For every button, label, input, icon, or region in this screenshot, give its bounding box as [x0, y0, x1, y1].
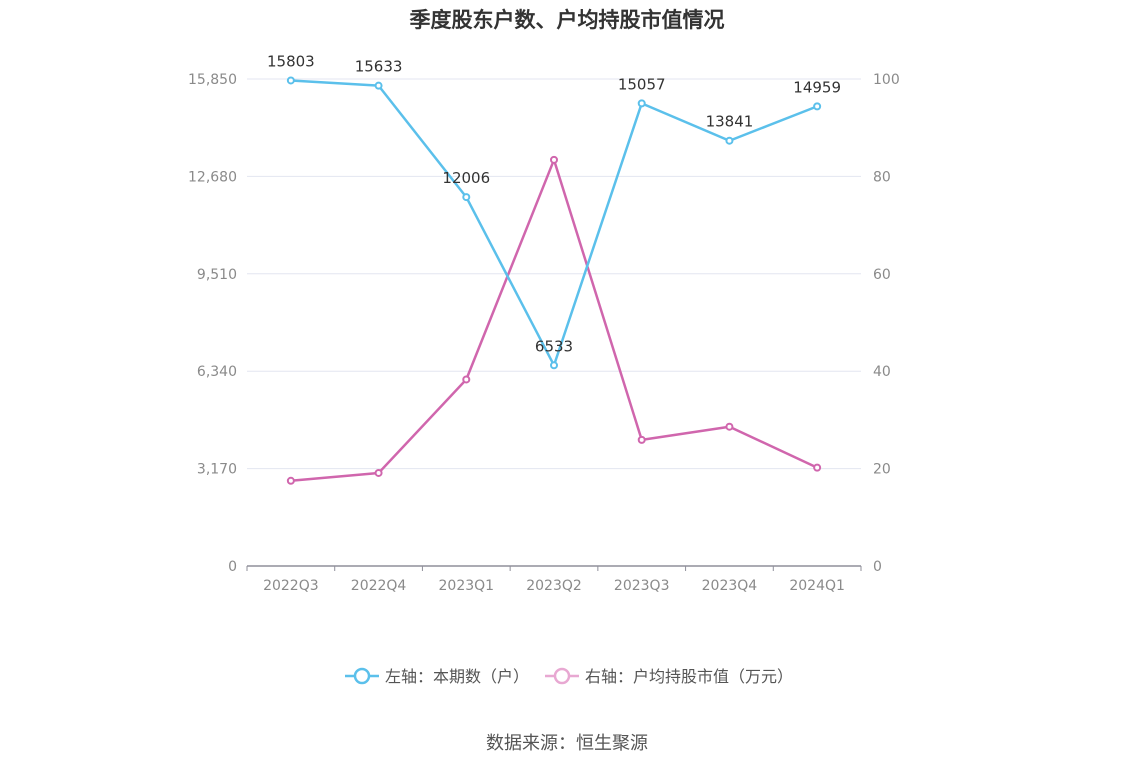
- right-tick-label: 100: [873, 72, 900, 88]
- data-label: 14959: [793, 78, 841, 96]
- x-tick-label: 2022Q3: [263, 578, 319, 594]
- x-axis: 2022Q3 2022Q4 2023Q1 2023Q2 2023Q3 2023Q4 2024…: [246, 565, 862, 594]
- data-point: [637, 99, 646, 108]
- legend-marker: [553, 667, 571, 685]
- data-label: 15803: [267, 52, 315, 70]
- data-label: 6533: [535, 337, 573, 355]
- data-point: [374, 81, 383, 90]
- data-point: [813, 102, 822, 111]
- grid-lines: [247, 78, 861, 470]
- right-tick-label: 40: [873, 364, 891, 380]
- left-tick-label: 0: [228, 559, 237, 575]
- data-label: 13841: [706, 113, 754, 131]
- data-label: 15633: [355, 58, 403, 76]
- right-tick-label: 80: [873, 169, 891, 185]
- data-point: [462, 193, 471, 202]
- x-tick-label: 2024Q1: [789, 578, 845, 594]
- x-tick-label: 2023Q3: [614, 578, 670, 594]
- data-point: [550, 155, 558, 164]
- data-point: [286, 476, 295, 485]
- legend: 左轴：本期数（户） 右轴：户均持股市值（万元）: [345, 667, 793, 686]
- x-tick-label: 2022Q4: [351, 578, 407, 594]
- right-tick-label: 20: [873, 462, 891, 478]
- data-source: 数据来源：恒生聚源: [486, 733, 648, 754]
- right-tick-label: 60: [873, 267, 891, 283]
- data-point: [637, 435, 646, 444]
- left-tick-label: 6,340: [197, 364, 237, 380]
- data-point: [374, 468, 383, 477]
- left-tick-label: 15,850: [188, 72, 237, 88]
- x-tick-label: 2023Q2: [526, 578, 582, 594]
- data-point: [462, 375, 471, 384]
- data-point: [725, 422, 734, 431]
- series-layer: 15803 15633 12006 6533 15057 13841 14959: [267, 52, 841, 485]
- series-left: 15803 15633 12006 6533 15057 13841 14959: [267, 52, 841, 370]
- left-tick-label: 12,680: [188, 169, 237, 185]
- left-axis-ticks: 0 3,170 6,340 9,510 12,680 15,850: [188, 72, 237, 575]
- data-point: [550, 361, 558, 370]
- data-point: [286, 76, 295, 85]
- data-point: [813, 463, 822, 472]
- data-point: [725, 136, 734, 145]
- series-line-right: [290, 158, 818, 483]
- left-tick-label: 9,510: [197, 267, 237, 283]
- chart-title: 季度股东户数、户均持股市值情况: [409, 8, 725, 32]
- series-right: [286, 155, 822, 485]
- x-tick-label: 2023Q4: [702, 578, 758, 594]
- left-tick-label: 3,170: [197, 462, 237, 478]
- legend-marker: [353, 667, 371, 685]
- legend-item: 左轴：本期数（户）: [345, 667, 529, 686]
- right-axis-ticks: 0 20 40 60 80 100: [873, 72, 900, 575]
- legend-label: 右轴：户均持股市值（万元）: [585, 667, 793, 686]
- legend-label: 左轴：本期数（户）: [385, 667, 529, 686]
- data-label: 15057: [618, 75, 666, 93]
- x-tick-label: 2023Q1: [439, 578, 495, 594]
- legend-item: 右轴：户均持股市值（万元）: [545, 667, 793, 686]
- right-tick-label: 0: [873, 559, 882, 575]
- data-label: 12006: [442, 169, 490, 187]
